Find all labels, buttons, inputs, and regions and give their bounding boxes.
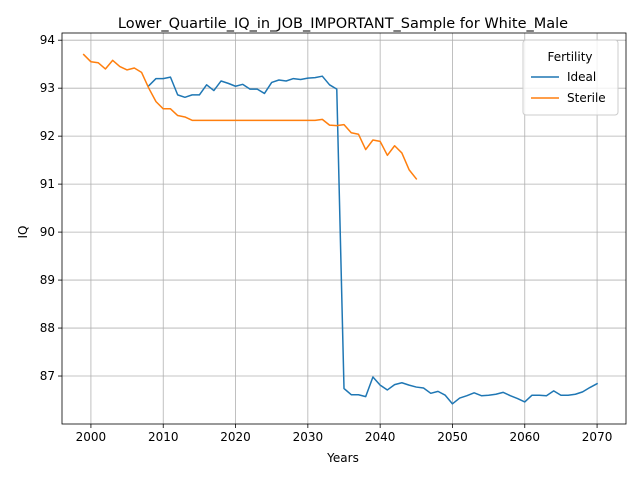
y-tick-label: 92 [40, 129, 55, 143]
series-line-sterile [82, 53, 418, 180]
x-tick-label: 2020 [220, 430, 251, 444]
plot-frame [61, 32, 627, 425]
legend-items: Ideal Sterile [531, 70, 606, 105]
y-axis-ticks: 87 88 89 90 91 92 93 94 [40, 33, 62, 383]
x-axis-ticks: 2000 2010 2020 2030 2040 2050 2060 2070 [76, 424, 613, 444]
y-tick-label: 93 [40, 81, 55, 95]
y-tick-label: 87 [40, 369, 55, 383]
x-tick-label: 2040 [365, 430, 396, 444]
legend: Fertility Ideal Sterile [522, 39, 619, 116]
y-axis-label: IQ [16, 226, 30, 239]
series-line-ideal [147, 75, 599, 405]
grid-lines [62, 33, 626, 424]
legend-title: Fertility [547, 50, 592, 64]
x-tick-label: 2060 [509, 430, 540, 444]
x-tick-label: 2010 [148, 430, 179, 444]
x-tick-label: 2030 [293, 430, 324, 444]
x-axis-label: Years [326, 451, 359, 465]
y-tick-label: 88 [40, 321, 55, 335]
x-tick-label: 2050 [437, 430, 468, 444]
legend-label-ideal: Ideal [567, 70, 596, 84]
x-tick-label: 2000 [76, 430, 107, 444]
y-tick-label: 89 [40, 273, 55, 287]
legend-label-sterile: Sterile [567, 91, 606, 105]
legend-box [522, 39, 619, 116]
y-tick-label: 90 [40, 225, 55, 239]
series-group [82, 53, 599, 405]
y-tick-label: 91 [40, 177, 55, 191]
y-tick-label: 94 [40, 33, 55, 47]
chart-title: Lower_Quartile_IQ_in_JOB_IMPORTANT_Sampl… [118, 16, 568, 32]
x-tick-label: 2070 [582, 430, 613, 444]
